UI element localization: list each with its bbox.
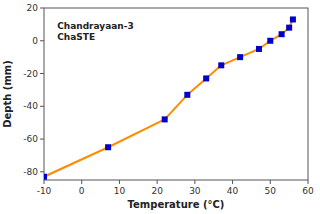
y-tick-label: 20 — [27, 3, 39, 13]
x-tick-label: 40 — [227, 186, 239, 196]
line — [44, 19, 293, 176]
marker — [44, 174, 47, 180]
marker — [184, 92, 190, 98]
x-tick — [232, 180, 233, 184]
marker — [218, 62, 224, 68]
x-tick — [44, 180, 45, 184]
x-tick-label: 20 — [151, 186, 163, 196]
x-tick-label: -10 — [37, 186, 52, 196]
x-tick-label: 10 — [114, 186, 126, 196]
x-tick — [270, 180, 271, 184]
plot-frame — [44, 8, 308, 180]
y-tick — [40, 40, 44, 41]
y-tick — [40, 139, 44, 140]
marker — [290, 16, 296, 22]
x-tick — [157, 180, 158, 184]
marker — [286, 25, 292, 31]
x-tick-label: 60 — [302, 186, 314, 196]
x-tick-label: 50 — [265, 186, 277, 196]
x-tick — [81, 180, 82, 184]
chart: -10 0 10 20 30 40 50 60 -80 -60 -40 -20 0 20 Temperatu… — [0, 0, 320, 214]
y-tick — [40, 106, 44, 107]
title: Chandrayaan-3 — [57, 21, 134, 31]
y-tick — [40, 171, 44, 172]
subtitle: ChaSTE — [57, 32, 95, 42]
marker — [105, 144, 111, 150]
y-tick-label: -20 — [23, 69, 38, 79]
y-tick — [40, 73, 44, 74]
x-axis-label: Temperature (°C) — [128, 199, 225, 210]
x-tick — [194, 180, 195, 184]
x-tick — [308, 180, 309, 184]
y-tick-label: 0 — [32, 36, 38, 46]
x-tick-label: 0 — [79, 186, 85, 196]
marker — [162, 116, 168, 122]
plot-area — [44, 16, 296, 179]
x-tick-label: 30 — [189, 186, 201, 196]
marker — [203, 75, 209, 81]
y-axis-label: Depth (mm) — [2, 60, 13, 128]
marker — [237, 54, 243, 60]
y-tick-label: -40 — [23, 101, 38, 111]
y-tick-label: -80 — [23, 167, 38, 177]
x-tick — [119, 180, 120, 184]
marker — [279, 31, 285, 37]
marker — [256, 46, 262, 52]
y-tick-label: -60 — [23, 134, 38, 144]
marker — [267, 38, 273, 44]
y-tick — [40, 8, 44, 9]
